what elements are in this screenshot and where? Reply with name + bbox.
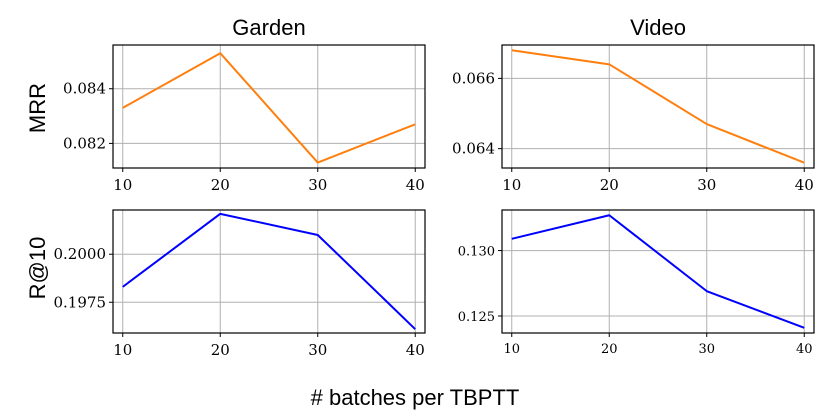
x-tick-label: 40 bbox=[406, 341, 425, 359]
x-tick-label: 20 bbox=[600, 176, 619, 194]
x-tick-label: 10 bbox=[113, 176, 132, 194]
x-tick-label: 40 bbox=[796, 342, 813, 357]
row-label-r10: R@10 bbox=[25, 237, 50, 300]
series-line bbox=[511, 214, 805, 329]
plot-frame bbox=[112, 209, 426, 334]
plot-frame bbox=[501, 44, 815, 169]
column-title-video: Video bbox=[630, 15, 686, 40]
y-tick-label: 0.2000 bbox=[54, 245, 107, 263]
x-tick-label: 20 bbox=[601, 342, 618, 357]
x-tick-label: 20 bbox=[211, 341, 230, 359]
x-tick-label: 30 bbox=[697, 176, 716, 194]
x-tick-label: 30 bbox=[698, 342, 715, 357]
x-tick-label: 40 bbox=[795, 176, 814, 194]
series-line bbox=[511, 49, 805, 164]
x-tick-label: 10 bbox=[113, 341, 132, 359]
plot-frame bbox=[501, 209, 815, 334]
x-tick-label: 30 bbox=[308, 176, 327, 194]
x-tick-label: 30 bbox=[308, 341, 327, 359]
x-tick-label: 40 bbox=[406, 176, 425, 194]
panel-4: 10 20 30 40 0.125 0.130 bbox=[458, 209, 815, 357]
series-line bbox=[122, 52, 416, 164]
row-label-mrr: MRR bbox=[25, 83, 50, 133]
x-tick-label: 10 bbox=[502, 176, 521, 194]
x-tick-label: 20 bbox=[211, 176, 230, 194]
y-tick-label: 0.130 bbox=[458, 245, 495, 260]
panel-2: 10 20 30 40 0.064 0.066 bbox=[452, 44, 815, 194]
y-tick-label: 0.064 bbox=[452, 140, 495, 158]
x-axis-label: # batches per TBPTT bbox=[311, 385, 520, 410]
plot-frame bbox=[112, 44, 426, 169]
y-tick-label: 0.066 bbox=[452, 69, 495, 87]
column-title-garden: Garden bbox=[232, 15, 305, 40]
panel-3: 10 20 30 40 0.1975 0.2000 bbox=[54, 209, 426, 359]
series-line bbox=[122, 212, 416, 330]
y-tick-label: 0.084 bbox=[63, 80, 106, 98]
x-tick-label: 10 bbox=[503, 342, 520, 357]
y-tick-label: 0.1975 bbox=[54, 293, 107, 311]
y-tick-label: 0.125 bbox=[458, 310, 495, 325]
y-tick-label: 0.082 bbox=[63, 134, 106, 152]
panel-1: 10 20 30 40 0.082 0.084 bbox=[63, 44, 426, 194]
